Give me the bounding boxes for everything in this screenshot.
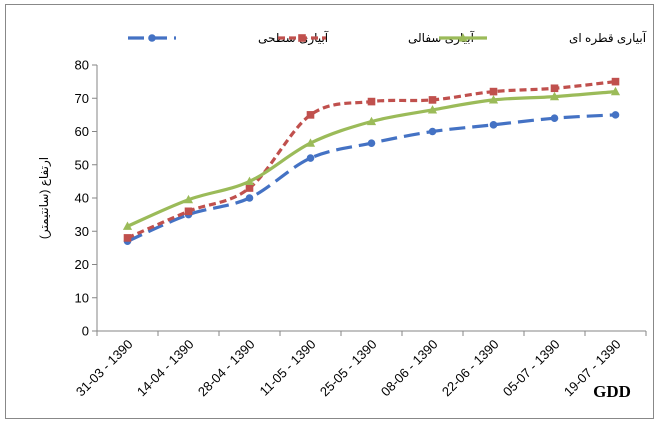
y-tick-label: 20 xyxy=(75,257,89,272)
x-tick-label: 25-05 - 1390 xyxy=(317,337,380,400)
data-point-series-1 xyxy=(368,139,376,147)
legend-marker-2 xyxy=(298,34,306,42)
y-tick-label: 60 xyxy=(75,124,89,139)
data-point-series-2 xyxy=(307,111,315,119)
x-tick-label: 11-05 - 1390 xyxy=(257,337,319,399)
series-line-1 xyxy=(128,115,616,241)
chart-frame: 0 10 20 30 40 50 60 70 80 31-03 - 1390 14-04 - 139… xyxy=(5,4,654,419)
data-point-series-2 xyxy=(612,78,620,86)
data-point-series-2 xyxy=(551,84,559,92)
data-point-series-1 xyxy=(246,194,254,202)
y-tick-label: 50 xyxy=(75,157,89,172)
data-point-series-1 xyxy=(490,121,498,129)
x-tick-label: 22-06 - 1390 xyxy=(439,337,502,400)
data-point-series-2 xyxy=(429,96,437,104)
data-point-series-2 xyxy=(185,208,193,216)
data-point-series-2 xyxy=(490,88,498,96)
legend-marker-1 xyxy=(148,34,156,42)
x-tick-label: 08-06 - 1390 xyxy=(378,337,441,400)
y-tick-label: 10 xyxy=(75,290,89,305)
x-axis-label: GDD xyxy=(593,382,631,401)
data-point-series-1 xyxy=(429,128,437,136)
data-point-series-1 xyxy=(551,114,559,122)
x-tick-label: 14-04 - 1390 xyxy=(134,337,197,400)
data-point-series-2 xyxy=(368,98,376,106)
y-tick-label: 30 xyxy=(75,224,89,239)
x-tick-label: 28-04 - 1390 xyxy=(195,337,258,400)
data-point-series-1 xyxy=(612,111,620,119)
y-axis-label: ارتفاع (سانتیمتر) xyxy=(37,157,52,239)
legend-label-3: آبیاری قطره ای xyxy=(569,30,647,46)
y-tick-label: 70 xyxy=(75,91,89,106)
x-tick-label: 05-07 - 1390 xyxy=(500,337,563,400)
y-tick-label: 40 xyxy=(75,191,89,206)
data-point-series-2 xyxy=(124,234,132,242)
data-point-series-2 xyxy=(246,184,254,192)
data-point-series-1 xyxy=(307,154,315,162)
y-tick-label: 80 xyxy=(75,58,89,73)
x-tick-label: 31-03 - 1390 xyxy=(73,337,136,400)
y-tick-label: 0 xyxy=(82,324,89,339)
